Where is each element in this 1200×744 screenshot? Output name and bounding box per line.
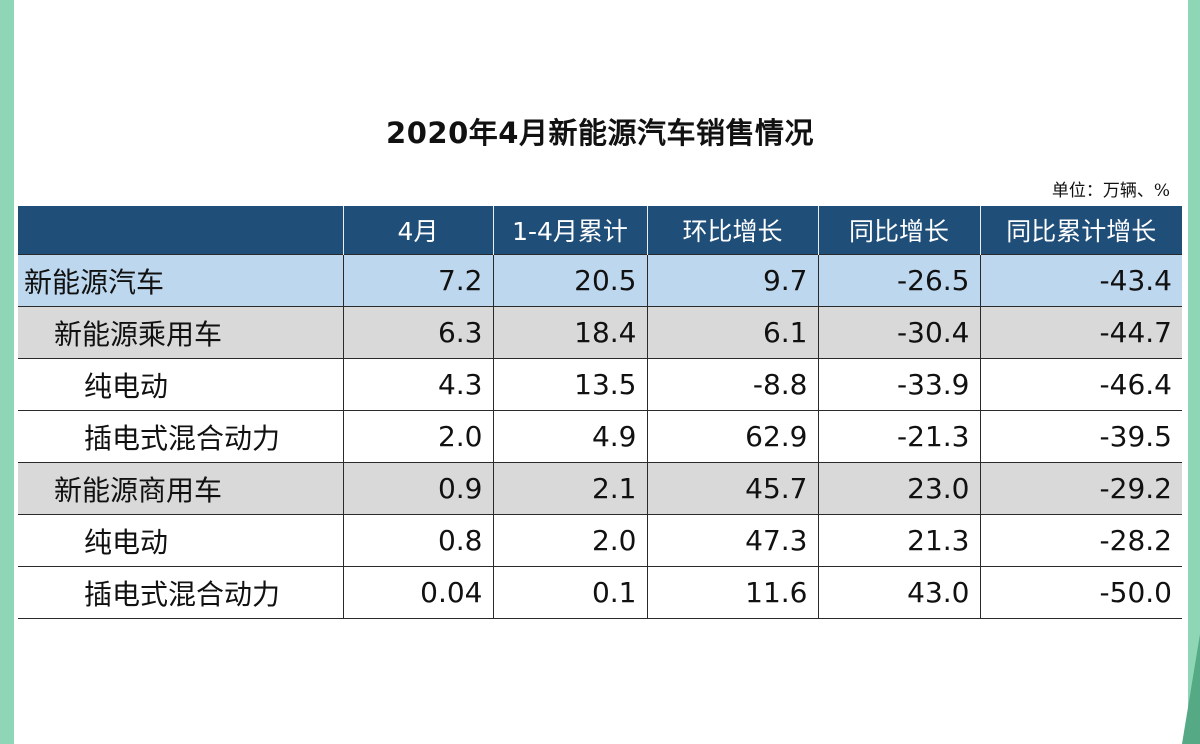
cell-yoy-cumulative: -44.7 [980, 306, 1182, 359]
cell-cumulative: 18.4 [493, 306, 648, 359]
cell-cumulative: 2.1 [493, 462, 648, 515]
table-row: 纯电动 4.3 13.5 -8.8 -33.9 -46.4 [18, 358, 1182, 411]
table-row: 纯电动 0.8 2.0 47.3 21.3 -28.2 [18, 514, 1182, 567]
header-yoy-cumulative-growth: 同比累计增长 [980, 206, 1182, 255]
cell-april: 2.0 [343, 410, 494, 463]
cell-yoy: -26.5 [818, 254, 981, 307]
row-label: 新能源乘用车 [18, 306, 344, 359]
cell-yoy-cumulative: -46.4 [980, 358, 1182, 411]
header-april: 4月 [343, 206, 494, 255]
sales-table: 4月 1-4月累计 环比增长 同比增长 同比累计增长 新能源汽车 7.2 20.… [18, 206, 1182, 619]
table-row: 新能源乘用车 6.3 18.4 6.1 -30.4 -44.7 [18, 306, 1182, 359]
cell-mom: 11.6 [647, 566, 819, 619]
unit-note: 单位：万辆、% [1051, 181, 1170, 201]
table-row: 新能源汽车 7.2 20.5 9.7 -26.5 -43.4 [18, 254, 1182, 307]
cell-april: 4.3 [343, 358, 494, 411]
cell-cumulative: 2.0 [493, 514, 648, 567]
header-mom-growth: 环比增长 [647, 206, 819, 255]
cell-mom: 9.7 [647, 254, 819, 307]
cell-mom: -8.8 [647, 358, 819, 411]
cell-yoy: -33.9 [818, 358, 981, 411]
cell-mom: 62.9 [647, 410, 819, 463]
corner-decoration [1182, 634, 1200, 744]
table-row: 插电式混合动力 2.0 4.9 62.9 -21.3 -39.5 [18, 410, 1182, 463]
cell-cumulative: 13.5 [493, 358, 648, 411]
cell-april: 0.8 [343, 514, 494, 567]
cell-yoy: -30.4 [818, 306, 981, 359]
left-border-strip [0, 0, 14, 744]
cell-yoy: 21.3 [818, 514, 981, 567]
page-title: 2020年4月新能源汽车销售情况 [386, 116, 814, 150]
cell-april: 6.3 [343, 306, 494, 359]
cell-cumulative: 4.9 [493, 410, 648, 463]
table-header-row: 4月 1-4月累计 环比增长 同比增长 同比累计增长 [18, 206, 1182, 255]
row-label: 纯电动 [18, 358, 344, 411]
cell-yoy-cumulative: -28.2 [980, 514, 1182, 567]
cell-cumulative: 20.5 [493, 254, 648, 307]
header-yoy-growth: 同比增长 [818, 206, 981, 255]
cell-yoy-cumulative: -50.0 [980, 566, 1182, 619]
cell-yoy-cumulative: -29.2 [980, 462, 1182, 515]
cell-yoy: -21.3 [818, 410, 981, 463]
cell-mom: 47.3 [647, 514, 819, 567]
cell-yoy-cumulative: -43.4 [980, 254, 1182, 307]
row-label: 新能源汽车 [18, 254, 344, 307]
row-label: 纯电动 [18, 514, 344, 567]
cell-april: 0.04 [343, 566, 494, 619]
cell-yoy: 23.0 [818, 462, 981, 515]
header-jan-apr-cumulative: 1-4月累计 [493, 206, 648, 255]
row-label: 新能源商用车 [18, 462, 344, 515]
cell-mom: 6.1 [647, 306, 819, 359]
table-row: 新能源商用车 0.9 2.1 45.7 23.0 -29.2 [18, 462, 1182, 515]
cell-mom: 45.7 [647, 462, 819, 515]
cell-april: 0.9 [343, 462, 494, 515]
row-label: 插电式混合动力 [18, 566, 344, 619]
table-row: 插电式混合动力 0.04 0.1 11.6 43.0 -50.0 [18, 566, 1182, 619]
cell-yoy: 43.0 [818, 566, 981, 619]
row-label: 插电式混合动力 [18, 410, 344, 463]
cell-cumulative: 0.1 [493, 566, 648, 619]
right-border-strip [1188, 0, 1200, 744]
header-category [18, 206, 344, 255]
cell-yoy-cumulative: -39.5 [980, 410, 1182, 463]
cell-april: 7.2 [343, 254, 494, 307]
